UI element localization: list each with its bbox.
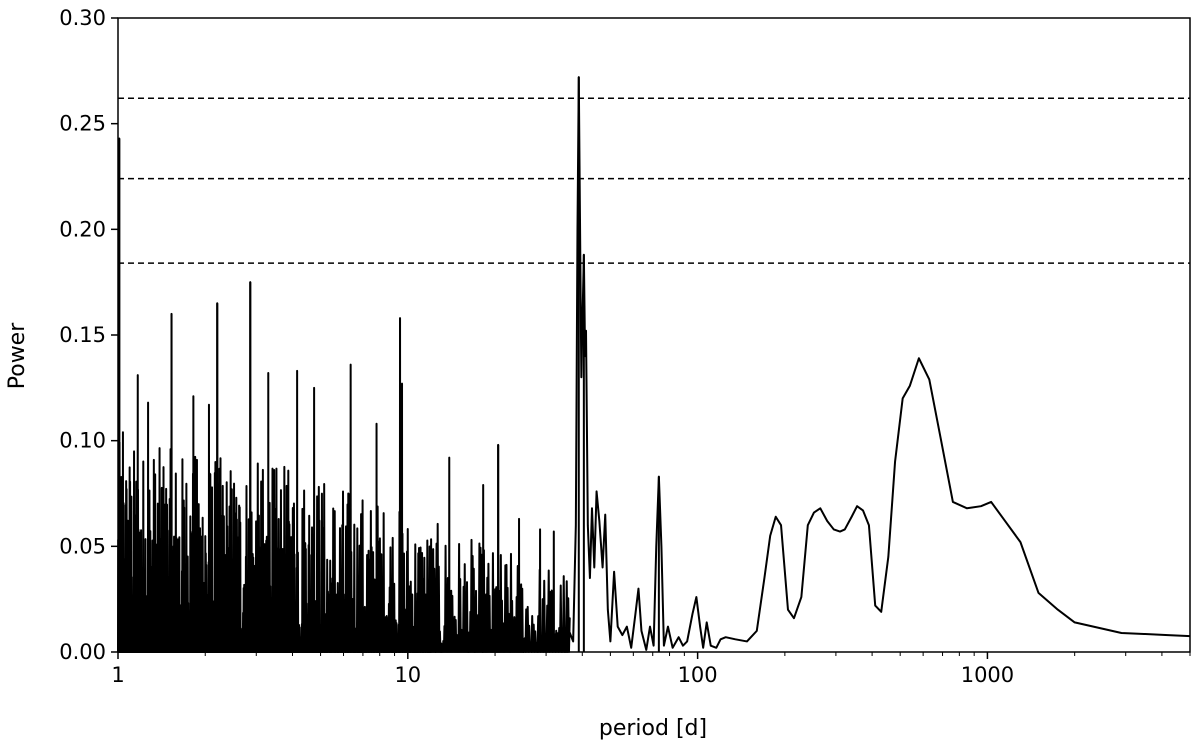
power-series-line <box>117 76 1191 653</box>
threshold-lines <box>118 97 1190 264</box>
y-tick-label-6: 0.30 <box>59 6 106 30</box>
x-tick-label-0: 1 <box>111 663 124 687</box>
series-layer <box>117 76 1191 653</box>
y-tick-label-1: 0.05 <box>59 534 106 558</box>
x-tick-label-3: 1000 <box>961 663 1014 687</box>
y-tick-label-3: 0.15 <box>59 323 106 347</box>
y-tick-label-4: 0.20 <box>59 217 106 241</box>
axes-layer: 0.00 0.05 0.10 0.15 0.20 0.25 0.30 1 10 100 1000 <box>59 6 1191 687</box>
x-axis-label: period [d] <box>599 716 707 741</box>
y-axis-label: Power <box>5 322 30 389</box>
x-tick-label-1: 10 <box>394 663 421 687</box>
y-tick-label-0: 0.00 <box>59 640 106 664</box>
y-tick-label-2: 0.10 <box>59 429 106 453</box>
y-tick-label-5: 0.25 <box>59 112 106 136</box>
x-tick-label-2: 100 <box>678 663 718 687</box>
